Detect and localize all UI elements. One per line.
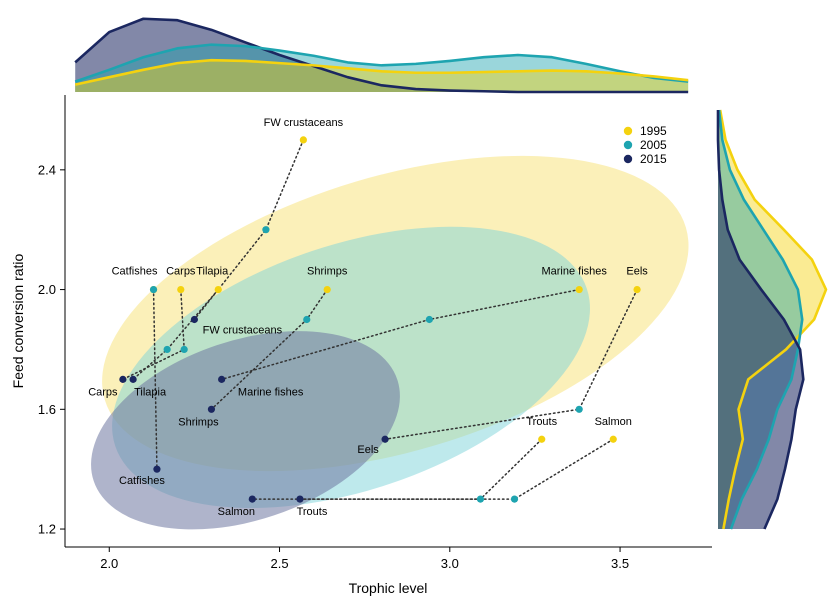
y-tick-label: 2.4 — [38, 162, 56, 177]
x-tick-label: 3.5 — [611, 556, 629, 571]
point-2005-eels — [575, 405, 583, 413]
point-1995-carps — [177, 285, 185, 294]
point-2005-carps — [180, 345, 188, 354]
x-tick-label: 2.5 — [270, 556, 288, 571]
x-tick-label: 2.0 — [100, 556, 118, 571]
link-fw-crustaceans — [193, 139, 305, 321]
right-density-line-2005 — [717, 109, 804, 530]
point-2005-salmon — [510, 495, 519, 503]
point-2015-shrimps — [207, 405, 216, 413]
point-1995-tilapia — [214, 285, 222, 294]
right-density-fill-2015 — [718, 109, 804, 530]
right-marginal-density — [716, 109, 828, 530]
point-label-1995-salmon: Salmon — [595, 416, 632, 428]
point-2015-trouts — [296, 495, 304, 503]
point-label-2015-shrimps: Shrimps — [178, 416, 219, 428]
point-label-2015-salmon: Salmon — [218, 506, 255, 518]
link-eels — [384, 288, 638, 440]
point-label-1995-tilapia: Tilapia — [196, 266, 229, 278]
point-label-1995-marine-fishes: Marine fishes — [541, 266, 607, 278]
point-label-1995-trouts: Trouts — [526, 416, 557, 428]
point-1995-shrimps — [323, 285, 331, 294]
point-label-2015-eels: Eels — [357, 444, 379, 456]
legend-key-1995 — [623, 126, 633, 136]
axes: 2.0 2.5 3.0 3.5 1.21.62.02.4 Trophic level … — [10, 95, 712, 596]
point-2005-catfishes — [149, 285, 158, 294]
ellipse-2015 — [91, 331, 400, 530]
point-2015-tilapia — [129, 375, 137, 383]
point-2005-trouts — [476, 495, 485, 503]
point-2005-tilapia — [163, 345, 171, 354]
legend-label-2015: 2015 — [640, 152, 667, 166]
point-1995-salmon — [609, 435, 617, 443]
point-label-2015-marine-fishes: Marine fishes — [238, 386, 304, 398]
legend-label-2005: 2005 — [640, 138, 667, 152]
confidence-ellipses — [91, 155, 689, 530]
point-label-2015-fw-crustaceans: FW crustaceans — [203, 325, 283, 337]
x-axis-ticks: 2.0 2.5 3.0 3.5 — [100, 547, 629, 571]
legend-label-1995: 1995 — [640, 124, 667, 138]
y-tick-label: 2.0 — [38, 282, 56, 297]
point-label-1995-fw-crustaceans: FW crustaceans — [264, 117, 344, 129]
point-label-2015-carps: Carps — [88, 386, 118, 398]
point-2015-eels — [381, 435, 389, 443]
data-points — [119, 136, 641, 503]
y-tick-label: 1.2 — [38, 522, 56, 537]
point-1995-marine-fishes — [575, 285, 583, 294]
y-axis-title: Feed conversion ratio — [10, 253, 26, 388]
point-2015-carps — [119, 375, 127, 383]
point-2015-fw-crustaceans — [190, 315, 198, 324]
x-tick-label: 3.0 — [441, 556, 459, 571]
point-2005-fw-crustaceans — [262, 226, 270, 234]
x-axis-title: Trophic level — [349, 580, 428, 596]
right-density-line-2015 — [716, 109, 805, 530]
point-label-2015-catfishes: Catfishes — [119, 475, 165, 487]
point-2015-salmon — [248, 495, 256, 503]
right-density-line-1995 — [718, 109, 828, 530]
top-marginal-density — [74, 17, 689, 94]
point-label-1995-shrimps: Shrimps — [307, 266, 348, 278]
point-2015-catfishes — [153, 465, 161, 473]
link-catfishes — [152, 288, 158, 470]
point-label-1995-catfishes: Catfishes — [112, 266, 158, 278]
top-density-line-2005 — [74, 43, 689, 83]
point-label-1995-carps: Carps — [166, 266, 196, 278]
top-density-line-2015 — [74, 17, 689, 94]
legend-key-2005 — [623, 140, 633, 150]
point-2015-marine-fishes — [218, 375, 226, 383]
point-label-1995-eels: Eels — [626, 266, 648, 278]
point-label-2015-trouts: Trouts — [297, 506, 328, 518]
point-2005-shrimps — [303, 315, 311, 324]
point-1995-eels — [633, 285, 641, 294]
point-1995-trouts — [538, 435, 546, 443]
point-2005-marine-fishes — [425, 315, 433, 324]
legend-key-2015 — [623, 154, 633, 164]
top-density-line-1995 — [74, 58, 689, 86]
top-density-fill-1995 — [75, 60, 689, 92]
point-1995-fw-crustaceans — [299, 136, 307, 144]
point-label-2015-tilapia: Tilapia — [134, 386, 167, 398]
y-axis-ticks: 1.2 1.6 2.0 2.4 — [38, 162, 65, 537]
y-tick-label: 1.6 — [38, 402, 56, 417]
